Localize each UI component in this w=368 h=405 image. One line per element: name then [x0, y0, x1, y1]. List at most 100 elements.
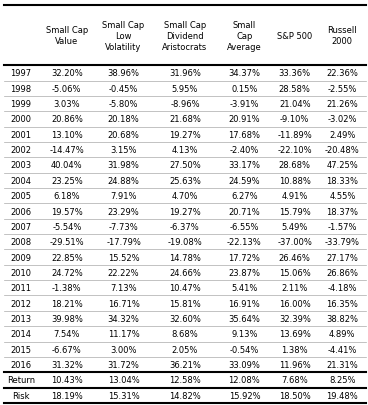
Text: 27.17%: 27.17%: [326, 253, 358, 262]
Text: 3.00%: 3.00%: [110, 345, 137, 354]
Text: 7.54%: 7.54%: [54, 330, 80, 339]
Text: 2010: 2010: [11, 268, 32, 277]
Text: 9.13%: 9.13%: [231, 330, 258, 339]
Text: Small Cap
Dividend
Aristocrats: Small Cap Dividend Aristocrats: [162, 21, 208, 51]
Text: 31.32%: 31.32%: [51, 360, 83, 369]
Text: 2013: 2013: [11, 314, 32, 323]
Text: 2002: 2002: [11, 146, 32, 155]
Text: -4.41%: -4.41%: [328, 345, 357, 354]
Text: 11.96%: 11.96%: [279, 360, 311, 369]
Text: 2006: 2006: [11, 207, 32, 216]
Text: 16.00%: 16.00%: [279, 299, 311, 308]
Text: -29.51%: -29.51%: [50, 238, 84, 247]
Text: 27.50%: 27.50%: [169, 161, 201, 170]
Text: 24.88%: 24.88%: [108, 177, 139, 185]
Text: -5.80%: -5.80%: [109, 100, 138, 109]
Text: 7.91%: 7.91%: [110, 192, 137, 201]
Text: 17.72%: 17.72%: [229, 253, 260, 262]
Text: 47.25%: 47.25%: [326, 161, 358, 170]
Text: S&P 500: S&P 500: [277, 32, 312, 40]
Text: 13.10%: 13.10%: [51, 130, 83, 139]
Text: 31.72%: 31.72%: [108, 360, 139, 369]
Text: 26.46%: 26.46%: [279, 253, 311, 262]
Text: 12.08%: 12.08%: [229, 375, 260, 384]
Text: 20.68%: 20.68%: [108, 130, 139, 139]
Text: 5.41%: 5.41%: [231, 284, 258, 292]
Text: 34.37%: 34.37%: [229, 69, 261, 78]
Text: -0.54%: -0.54%: [230, 345, 259, 354]
Text: 2008: 2008: [11, 238, 32, 247]
Text: 21.26%: 21.26%: [326, 100, 358, 109]
Text: 18.50%: 18.50%: [279, 391, 311, 400]
Text: -2.55%: -2.55%: [328, 85, 357, 94]
Text: 7.13%: 7.13%: [110, 284, 137, 292]
Text: Small
Cap
Average: Small Cap Average: [227, 21, 262, 51]
Text: -5.54%: -5.54%: [52, 222, 82, 231]
Text: 34.32%: 34.32%: [108, 314, 139, 323]
Text: 15.52%: 15.52%: [108, 253, 139, 262]
Text: 31.96%: 31.96%: [169, 69, 201, 78]
Text: 2001: 2001: [11, 130, 32, 139]
Text: 32.60%: 32.60%: [169, 314, 201, 323]
Text: 2003: 2003: [11, 161, 32, 170]
Text: 35.64%: 35.64%: [229, 314, 260, 323]
Text: 5.95%: 5.95%: [172, 85, 198, 94]
Text: 22.36%: 22.36%: [326, 69, 358, 78]
Text: 21.68%: 21.68%: [169, 115, 201, 124]
Text: -20.48%: -20.48%: [325, 146, 360, 155]
Text: -3.02%: -3.02%: [328, 115, 357, 124]
Text: Russell
2000: Russell 2000: [328, 26, 357, 46]
Text: 21.31%: 21.31%: [326, 360, 358, 369]
Text: -9.10%: -9.10%: [280, 115, 309, 124]
Text: 19.57%: 19.57%: [51, 207, 83, 216]
Text: 31.98%: 31.98%: [108, 161, 139, 170]
Text: 20.71%: 20.71%: [229, 207, 260, 216]
Text: 2016: 2016: [11, 360, 32, 369]
Text: 23.25%: 23.25%: [51, 177, 83, 185]
Text: 3.03%: 3.03%: [53, 100, 80, 109]
Text: 24.66%: 24.66%: [169, 268, 201, 277]
Text: 18.33%: 18.33%: [326, 177, 358, 185]
Text: 26.86%: 26.86%: [326, 268, 358, 277]
Text: 14.82%: 14.82%: [169, 391, 201, 400]
Text: -6.37%: -6.37%: [170, 222, 200, 231]
Text: 4.91%: 4.91%: [282, 192, 308, 201]
Text: 15.92%: 15.92%: [229, 391, 260, 400]
Text: 12.58%: 12.58%: [169, 375, 201, 384]
Text: 33.09%: 33.09%: [229, 360, 260, 369]
Text: 7.68%: 7.68%: [282, 375, 308, 384]
Text: -1.38%: -1.38%: [52, 284, 82, 292]
Text: Small Cap
Value: Small Cap Value: [46, 26, 88, 46]
Text: 5.49%: 5.49%: [282, 222, 308, 231]
Text: 17.68%: 17.68%: [229, 130, 261, 139]
Text: 40.04%: 40.04%: [51, 161, 83, 170]
Text: 24.59%: 24.59%: [229, 177, 260, 185]
Text: 2007: 2007: [11, 222, 32, 231]
Text: 14.78%: 14.78%: [169, 253, 201, 262]
Text: -37.00%: -37.00%: [277, 238, 312, 247]
Text: 3.15%: 3.15%: [110, 146, 137, 155]
Text: 0.15%: 0.15%: [231, 85, 258, 94]
Text: 18.37%: 18.37%: [326, 207, 358, 216]
Text: -17.79%: -17.79%: [106, 238, 141, 247]
Text: 33.17%: 33.17%: [229, 161, 261, 170]
Text: 4.55%: 4.55%: [329, 192, 355, 201]
Text: 15.06%: 15.06%: [279, 268, 311, 277]
Text: Return: Return: [7, 375, 35, 384]
Text: 13.69%: 13.69%: [279, 330, 311, 339]
Text: 8.68%: 8.68%: [171, 330, 198, 339]
Text: -7.73%: -7.73%: [109, 222, 138, 231]
Text: 2000: 2000: [11, 115, 32, 124]
Text: 2014: 2014: [11, 330, 32, 339]
Text: 16.71%: 16.71%: [108, 299, 139, 308]
Text: 10.88%: 10.88%: [279, 177, 311, 185]
Text: 15.31%: 15.31%: [108, 391, 139, 400]
Text: Small Cap
Low
Volatility: Small Cap Low Volatility: [102, 21, 145, 51]
Text: 28.58%: 28.58%: [279, 85, 311, 94]
Text: -22.13%: -22.13%: [227, 238, 262, 247]
Text: 2015: 2015: [11, 345, 32, 354]
Text: 2.11%: 2.11%: [282, 284, 308, 292]
Text: 16.91%: 16.91%: [229, 299, 260, 308]
Text: 4.70%: 4.70%: [171, 192, 198, 201]
Text: 32.39%: 32.39%: [279, 314, 311, 323]
